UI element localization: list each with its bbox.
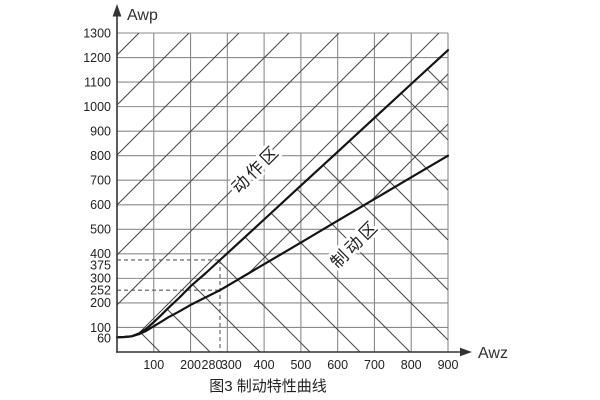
x-tick-label: 280 — [202, 358, 223, 372]
hatch-line — [169, 73, 448, 338]
y-tick-label: 300 — [90, 272, 111, 286]
hatch-line — [369, 273, 448, 338]
x-tick-label: 700 — [364, 358, 385, 372]
y-tick-label: 1000 — [83, 100, 111, 114]
x-tick-label: 400 — [254, 358, 275, 372]
x-axis-title: Awz — [478, 345, 508, 362]
y-axis-arrow-icon — [112, 4, 122, 17]
down-diagonal-hatch — [117, 50, 448, 352]
gridlines — [117, 32, 449, 352]
y-tick-label: 600 — [90, 198, 111, 212]
hatch-line — [117, 258, 211, 352]
y-tick-label: 1200 — [83, 51, 111, 65]
dashed-guides — [117, 259, 221, 352]
x-tick-label: 200 — [180, 358, 201, 372]
hatch-line — [117, 33, 240, 156]
x-axis-arrow-icon — [460, 347, 472, 357]
x-tick-label: 800 — [401, 358, 422, 372]
hatch-line — [140, 50, 448, 341]
y-tick-label: 200 — [90, 296, 111, 310]
y-axis-title: Awp — [127, 7, 158, 24]
y-tick-label: 252 — [90, 283, 111, 297]
hatch-line — [119, 33, 440, 338]
hatch-line — [117, 33, 290, 206]
hatch-line — [319, 223, 448, 338]
x-tick-label: 600 — [327, 358, 348, 372]
y-tick-label: 375 — [90, 258, 111, 272]
x-tick-label: 100 — [143, 358, 164, 372]
hatch-line — [340, 50, 448, 141]
y-tick-label: 1300 — [83, 26, 111, 40]
hatch-line — [117, 33, 340, 256]
upper-curve — [115, 49, 450, 339]
hatch-line — [419, 323, 448, 338]
y-tick-label: 900 — [90, 124, 111, 138]
y-tick-label: 700 — [90, 174, 111, 188]
y-tick-label: 60 — [97, 332, 111, 346]
x-tick-label: 500 — [290, 358, 311, 372]
tick-labels: 6010020025230037540050060070080090010001… — [83, 26, 458, 372]
lower-curve — [115, 154, 450, 339]
hatch-line — [290, 50, 448, 191]
y-tick-label: 1100 — [84, 75, 111, 89]
hatch-line — [117, 33, 140, 56]
hatch-line — [117, 58, 411, 352]
y-tick-label: 400 — [90, 247, 111, 261]
boundary-curves — [115, 49, 450, 339]
hatch-line — [117, 33, 190, 106]
hatch-lines — [117, 33, 448, 352]
y-tick-label: 100 — [90, 321, 111, 335]
y-tick-label: 800 — [90, 149, 111, 163]
up-diagonal-hatch — [117, 33, 448, 338]
hatch-line — [390, 50, 448, 91]
y-tick-label: 500 — [90, 223, 111, 237]
region-label-action-zone: 动作区 — [228, 141, 284, 197]
hatch-line — [240, 50, 448, 241]
axes — [112, 4, 472, 357]
x-tick-label: 900 — [438, 358, 459, 372]
x-tick-label: 300 — [221, 358, 242, 372]
figure-caption: 图3 制动特性曲线 — [209, 378, 327, 395]
